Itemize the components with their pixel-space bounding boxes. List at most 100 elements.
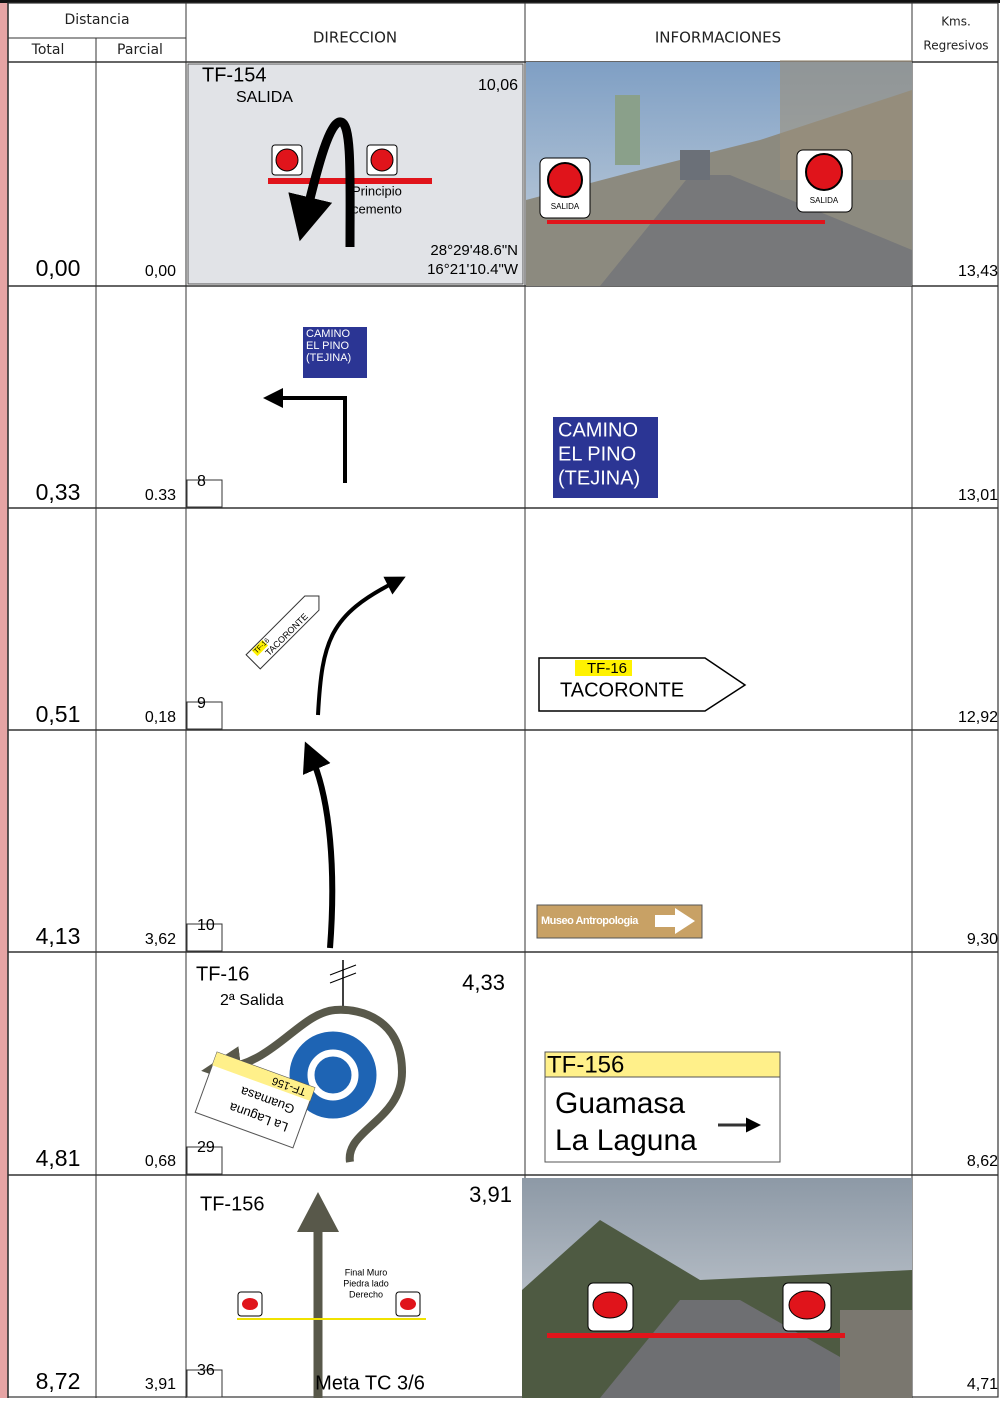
sign-text: TF-16 bbox=[587, 660, 627, 677]
shape bbox=[275, 148, 299, 172]
shape bbox=[7, 2, 999, 1398]
shape bbox=[544, 1076, 781, 1163]
shape bbox=[297, 1192, 339, 1232]
partial-distance: 0,00 bbox=[145, 263, 176, 280]
partial-distance: 3,62 bbox=[145, 931, 176, 948]
shape bbox=[0, 0, 1000, 3]
note: Piedra lado bbox=[343, 1278, 389, 1288]
shape bbox=[680, 150, 710, 180]
case-number: 8 bbox=[197, 473, 206, 490]
sign-text: (TEJINA) bbox=[306, 352, 351, 364]
shape bbox=[186, 923, 223, 952]
shape bbox=[251, 639, 269, 657]
sign-text: (TEJINA) bbox=[558, 467, 640, 489]
partial-distance: 0,68 bbox=[145, 1153, 176, 1170]
direction-label: SALIDA bbox=[236, 89, 293, 106]
shape bbox=[788, 1290, 826, 1320]
shape bbox=[186, 479, 223, 508]
row2-diagram bbox=[263, 327, 658, 498]
case-number: 29 bbox=[197, 1139, 215, 1156]
group bbox=[194, 1051, 316, 1149]
shape bbox=[186, 1146, 223, 1175]
total-distance: 0,00 bbox=[36, 255, 81, 281]
note: cemento bbox=[352, 201, 402, 216]
total-distance: 0,33 bbox=[36, 479, 81, 505]
kms-remaining: 12,92 bbox=[958, 709, 998, 726]
shape bbox=[307, 1049, 359, 1101]
shape bbox=[329, 972, 357, 984]
header-cell: Parcial bbox=[117, 42, 163, 58]
row4-diagram bbox=[302, 741, 703, 949]
shape bbox=[245, 595, 320, 670]
coordinates: 28°29'48.6"N bbox=[430, 242, 518, 259]
total-distance: 4,13 bbox=[36, 923, 81, 949]
total-distance: 8,72 bbox=[36, 1368, 81, 1394]
sign-text: EL PINO bbox=[306, 340, 349, 352]
header-cell: INFORMACIONES bbox=[655, 29, 781, 47]
shape bbox=[400, 1298, 416, 1310]
kms-remaining: 13,43 bbox=[958, 263, 998, 280]
sign-text: La Laguna bbox=[555, 1124, 697, 1157]
total-distance: 4,81 bbox=[36, 1145, 81, 1171]
shape bbox=[553, 417, 658, 498]
note: Final Muro bbox=[345, 1267, 388, 1277]
shape bbox=[840, 1310, 912, 1398]
sign-text: TF-156 bbox=[547, 1051, 624, 1078]
row5-diagram bbox=[194, 960, 781, 1163]
shape bbox=[242, 1298, 258, 1310]
case-boxes bbox=[186, 479, 223, 1398]
sign-text: EL PINO bbox=[558, 443, 636, 465]
sign-text: TACORONTE bbox=[560, 679, 684, 701]
header-cell: Distancia bbox=[64, 12, 129, 28]
shape bbox=[194, 1051, 316, 1149]
shape bbox=[655, 908, 695, 934]
shape bbox=[303, 327, 367, 378]
shape bbox=[316, 576, 406, 716]
sign-text: Guamasa bbox=[555, 1087, 685, 1120]
direction-label: Meta TC 3/6 bbox=[315, 1372, 425, 1394]
shape bbox=[600, 1300, 912, 1398]
shape bbox=[547, 1333, 845, 1338]
shape bbox=[600, 175, 912, 286]
road-number: TF-154 bbox=[202, 64, 266, 86]
shape bbox=[805, 153, 843, 191]
shape bbox=[0, 0, 8, 1398]
row1-photo bbox=[526, 60, 912, 286]
shape bbox=[186, 701, 223, 730]
shape bbox=[212, 1052, 315, 1101]
row6-diagram bbox=[237, 1192, 426, 1398]
partial-distance: 3,91 bbox=[145, 1376, 176, 1393]
shape bbox=[186, 1369, 223, 1398]
note: Derecho bbox=[349, 1289, 383, 1299]
shape bbox=[592, 1291, 628, 1319]
group bbox=[245, 595, 320, 670]
header-cell: Kms. bbox=[941, 15, 971, 29]
distance-note: 10,06 bbox=[478, 77, 518, 94]
kms-remaining: 4,71 bbox=[967, 1376, 998, 1393]
shape bbox=[547, 162, 583, 198]
shape bbox=[263, 388, 347, 483]
shape bbox=[302, 741, 336, 949]
kms-remaining: 9,30 bbox=[967, 931, 998, 948]
case-number: 10 bbox=[197, 917, 215, 934]
shape bbox=[329, 964, 357, 976]
partial-distance: 0,18 bbox=[145, 709, 176, 726]
case-number: 9 bbox=[197, 695, 206, 712]
photo-sign-text: SALIDA bbox=[810, 196, 839, 205]
shape bbox=[615, 95, 640, 165]
total-distance: 0,51 bbox=[36, 701, 81, 727]
shape bbox=[370, 148, 394, 172]
photo-sign-text: SALIDA bbox=[551, 202, 580, 211]
row3-diagram bbox=[245, 576, 747, 716]
partial-distance: 0.33 bbox=[145, 487, 176, 504]
note: Principio bbox=[352, 183, 402, 198]
kms-remaining: 8,62 bbox=[967, 1153, 998, 1170]
header-cell: Total bbox=[31, 42, 65, 58]
coordinates: 16°21'10.4"W bbox=[427, 261, 519, 278]
header-cell: DIRECCION bbox=[313, 29, 397, 47]
kms-remaining: 13,01 bbox=[958, 487, 998, 504]
header-cell: Regresivos bbox=[923, 39, 988, 53]
